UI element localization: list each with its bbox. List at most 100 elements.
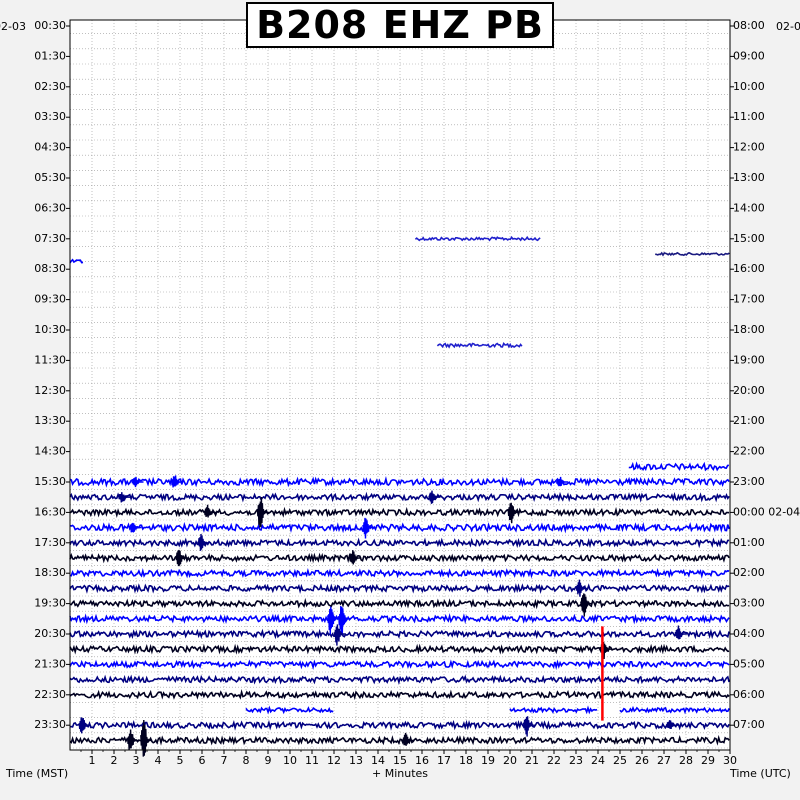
event-spike xyxy=(665,720,679,730)
left-tick-label: 10:30 xyxy=(34,323,66,336)
right-tick-label: 19:00 xyxy=(733,353,765,366)
right-tick-label: 22:00 xyxy=(733,445,765,458)
x-tick-label: 28 xyxy=(679,754,693,767)
left-axis-ticks: 00:30 01:30 02:30 03:30 04:30 05:30 06:30 07:30… xyxy=(34,19,70,731)
y-axis-label-right: Time (UTC) xyxy=(730,767,791,780)
trace-line xyxy=(69,674,730,685)
trace-line xyxy=(414,235,541,242)
right-tick-label: 15:00 xyxy=(733,232,765,245)
event-spike xyxy=(575,579,588,597)
trace-line xyxy=(655,251,730,257)
right-tick-label: 09:00 xyxy=(733,49,765,62)
trace-line xyxy=(69,583,730,595)
left-tick-label: 02:30 xyxy=(34,80,66,93)
left-tick-label: 00:30 xyxy=(34,19,66,32)
x-axis-ticks: 1 2 3 4 5 6 7 8 9 10 11 12 13 14 15 16 17 18 19 20 21 22 23 24 2… xyxy=(80,750,737,767)
event-spike xyxy=(118,492,131,503)
event-spike xyxy=(175,549,188,567)
right-tick-label: 18:00 xyxy=(733,323,765,336)
x-tick-label: 9 xyxy=(265,754,272,767)
event-spike xyxy=(170,475,184,488)
trace-line xyxy=(69,537,730,549)
left-tick-label: 07:30 xyxy=(34,232,66,245)
x-tick-label: 21 xyxy=(525,754,539,767)
event-spike xyxy=(349,550,362,565)
x-tick-label: 27 xyxy=(657,754,671,767)
left-tick-label: 06:30 xyxy=(34,201,66,214)
x-tick-label: 7 xyxy=(221,754,228,767)
trace-line xyxy=(69,476,730,488)
x-tick-label: 8 xyxy=(243,754,250,767)
event-spike xyxy=(333,624,346,646)
right-tick-label: 14:00 xyxy=(733,201,765,214)
x-tick-label: 19 xyxy=(481,754,495,767)
right-tick-label: 05:00 xyxy=(733,657,765,670)
event-spike xyxy=(674,625,687,640)
trace-line xyxy=(69,612,730,625)
x-tick-label: 3 xyxy=(133,754,140,767)
x-tick-label: 30 xyxy=(723,754,737,767)
x-tick-label: 25 xyxy=(613,754,627,767)
right-tick-label: 20:00 xyxy=(733,384,765,397)
x-tick-label: 17 xyxy=(437,754,451,767)
event-spike xyxy=(78,717,91,734)
trace-line xyxy=(69,491,730,503)
event-spike xyxy=(203,504,217,518)
event-spike xyxy=(580,593,593,617)
right-tick-label: 13:00 xyxy=(733,171,765,184)
event-spike xyxy=(522,716,536,737)
date-label-left: 02-03 xyxy=(0,20,26,33)
left-tick-label: 03:30 xyxy=(34,110,66,123)
event-spike xyxy=(428,490,441,504)
x-tick-label: 13 xyxy=(349,754,363,767)
grid xyxy=(70,20,730,750)
x-tick-label: 15 xyxy=(393,754,407,767)
right-tick-label: 04:00 xyxy=(733,627,765,640)
trace-line xyxy=(69,567,730,579)
left-tick-label: 09:30 xyxy=(34,293,66,306)
right-tick-label: 03:00 xyxy=(733,597,765,610)
trace-line xyxy=(509,705,598,715)
chart-title-box: B208 EHZ PB xyxy=(246,2,554,48)
trace-line xyxy=(69,643,730,655)
right-tick-label: 00:00 02-04 xyxy=(733,505,800,518)
y-axis-label-left: Time (MST) xyxy=(6,767,69,780)
trace-line xyxy=(436,342,523,349)
left-tick-label: 21:30 xyxy=(34,657,66,670)
x-tick-label: 26 xyxy=(635,754,649,767)
event-spike xyxy=(197,533,210,551)
x-tick-label: 4 xyxy=(155,754,162,767)
trace-line xyxy=(245,705,334,715)
trace-line xyxy=(69,688,730,701)
event-spike xyxy=(401,732,415,746)
x-tick-label: 22 xyxy=(547,754,561,767)
right-tick-label: 02:00 xyxy=(733,566,765,579)
trace-line xyxy=(69,628,730,640)
right-tick-label: 21:00 xyxy=(733,414,765,427)
left-tick-label: 16:30 xyxy=(34,505,66,518)
right-tick-label: 07:00 xyxy=(733,718,765,731)
event-spike xyxy=(327,606,340,635)
event-spike xyxy=(362,517,375,539)
right-tick-label: 01:00 xyxy=(733,536,765,549)
event-spike xyxy=(129,522,142,533)
right-tick-label: 11:00 xyxy=(733,110,765,123)
left-tick-label: 12:30 xyxy=(34,384,66,397)
x-tick-label: 5 xyxy=(177,754,184,767)
right-tick-label: 23:00 xyxy=(733,475,765,488)
x-tick-label: 24 xyxy=(591,754,605,767)
x-tick-label: 14 xyxy=(371,754,385,767)
right-axis-ticks: 08:00 09:00 10:00 11:00 12:00 13:00 14:00 15:00… xyxy=(730,19,800,731)
x-tick-label: 12 xyxy=(327,754,341,767)
chart-title: B208 EHZ PB xyxy=(256,3,544,47)
right-tick-label: 08:00 xyxy=(733,19,765,32)
x-tick-label: 6 xyxy=(199,754,206,767)
left-tick-label: 18:30 xyxy=(34,566,66,579)
trace-line xyxy=(69,506,730,518)
left-tick-label: 23:30 xyxy=(34,718,66,731)
trace-line xyxy=(628,461,730,472)
trace-line xyxy=(69,659,730,671)
trace-line xyxy=(619,705,730,715)
left-tick-label: 05:30 xyxy=(34,171,66,184)
